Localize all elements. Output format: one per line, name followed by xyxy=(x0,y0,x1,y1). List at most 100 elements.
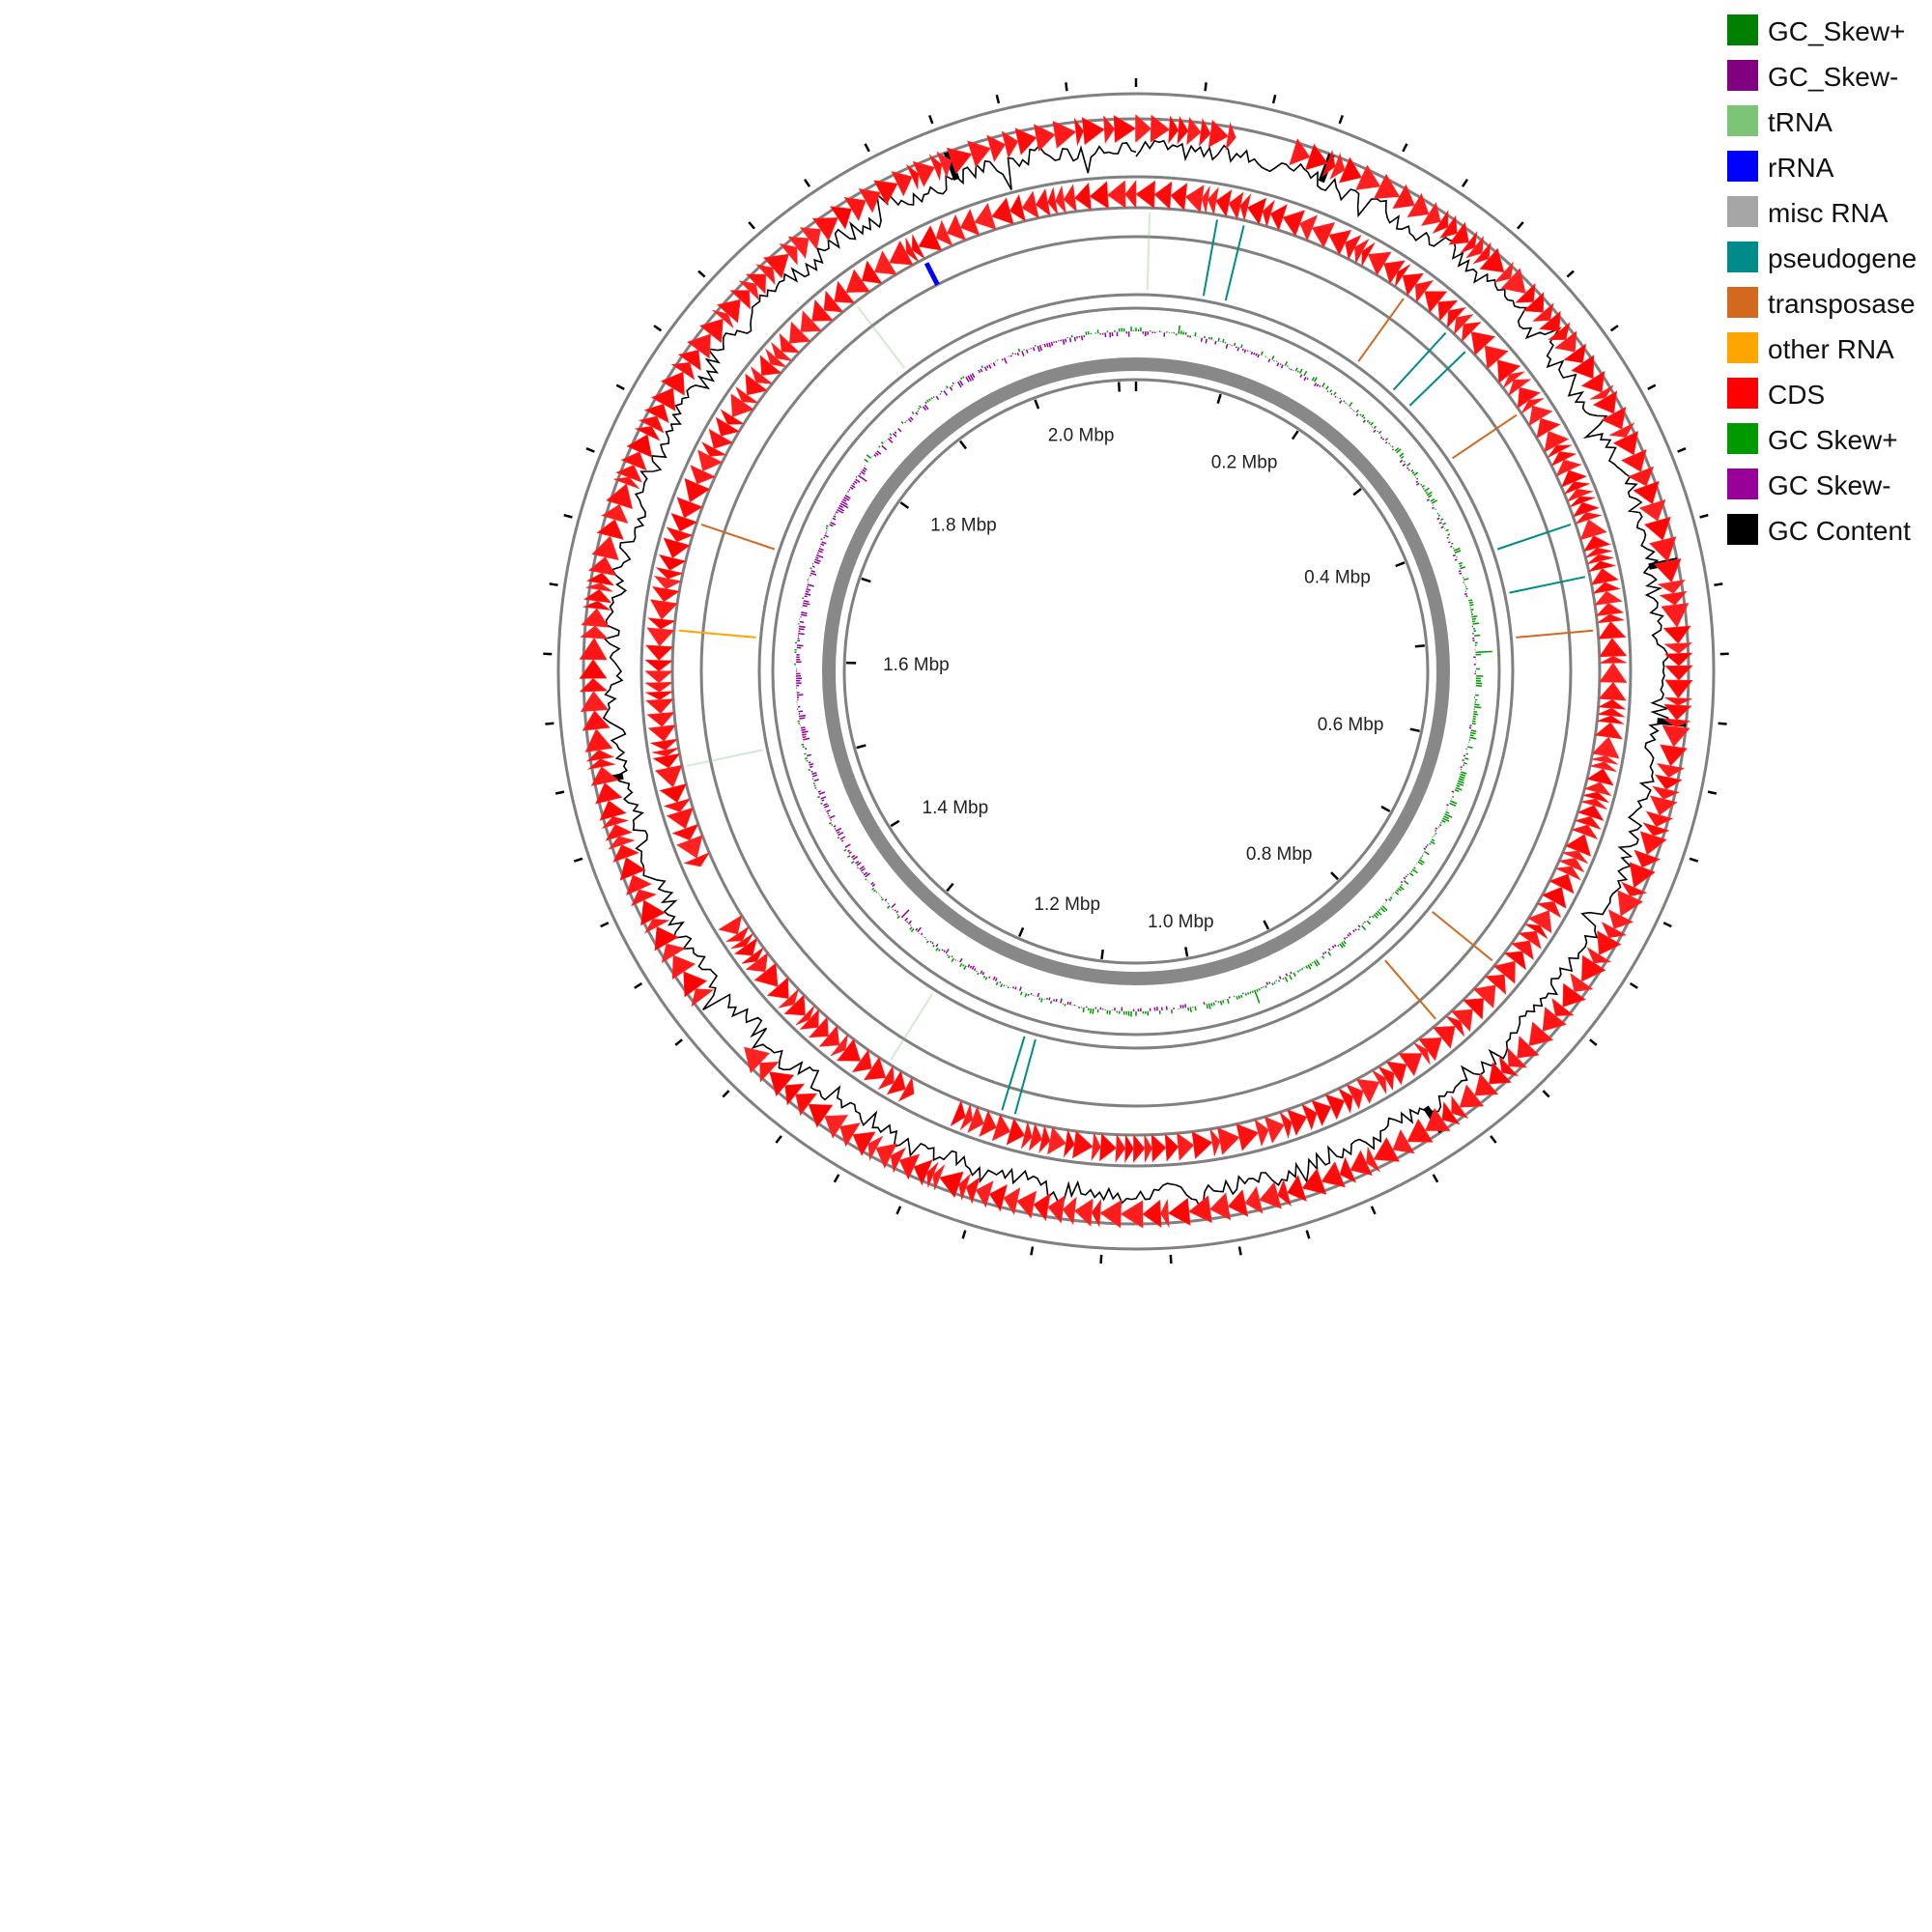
cds-arrow xyxy=(1664,679,1693,699)
cds-arrow xyxy=(1289,138,1311,166)
legend-label: GC_Skew- xyxy=(1768,62,1898,92)
cds-arrow xyxy=(1392,184,1415,210)
cds-arrow xyxy=(608,836,636,850)
cds-arrow xyxy=(839,1122,861,1148)
cds-arrow xyxy=(769,1071,795,1097)
cds-arrow xyxy=(932,1164,946,1191)
cds-arrow xyxy=(1645,810,1674,828)
outer-tick xyxy=(1677,447,1687,453)
legend-swatch xyxy=(1727,423,1758,454)
cds-arrow xyxy=(1589,384,1614,400)
inner-tick xyxy=(959,440,967,450)
feature-trna xyxy=(890,993,933,1061)
feature-pseudogene xyxy=(1202,219,1218,297)
feature-trna xyxy=(857,305,906,369)
cds-arrow xyxy=(1373,1137,1401,1162)
cds-arrow xyxy=(615,465,642,483)
cds-arrow xyxy=(1167,1197,1191,1226)
track-ring-8 xyxy=(842,378,1430,965)
cds-arrow xyxy=(811,217,838,242)
cds-arrow xyxy=(579,677,609,693)
cds-arrow xyxy=(644,691,674,700)
cds-arrow xyxy=(1188,1195,1212,1224)
cds-arrow xyxy=(1664,665,1693,681)
feature-pseudogene xyxy=(1013,1038,1037,1115)
inner-tick xyxy=(1216,393,1222,404)
cds-arrow xyxy=(601,503,629,525)
legend-label: other RNA xyxy=(1768,334,1894,364)
legend-label: GC Content xyxy=(1768,516,1911,546)
cds-arrow xyxy=(1548,322,1571,341)
outer-tick xyxy=(748,221,755,230)
cds-arrow xyxy=(590,766,619,786)
cds-arrow xyxy=(654,764,683,788)
genome-backbone xyxy=(822,357,1450,985)
cds-arrow xyxy=(643,918,670,934)
cds-arrow xyxy=(950,1099,966,1127)
cds-arrow xyxy=(579,659,608,679)
cds-arrow xyxy=(634,426,661,441)
cds-arrow xyxy=(946,147,973,175)
cds-arrow xyxy=(1657,579,1686,594)
cds-arrow xyxy=(596,519,624,540)
cds-arrow xyxy=(1639,831,1667,856)
cds-arrow xyxy=(1539,310,1561,332)
cds-arrow xyxy=(1542,1007,1567,1032)
cds-arrow xyxy=(620,451,647,471)
track-ring-6 xyxy=(757,293,1515,1050)
cds-arrow xyxy=(646,711,675,727)
cds-arrow xyxy=(1321,1161,1346,1188)
legend-swatch xyxy=(1727,151,1758,182)
cds-arrow xyxy=(1047,1195,1065,1224)
outer-tick xyxy=(1204,82,1208,92)
cds-arrow xyxy=(1144,1134,1152,1163)
cds-arrow xyxy=(912,160,935,187)
tick-label-0.2: 0.2 Mbp xyxy=(1211,453,1278,473)
cds-arrow xyxy=(1124,1133,1134,1163)
feature-pseudogene xyxy=(1509,576,1586,594)
cds-arrow xyxy=(986,134,1006,162)
cds-arrow xyxy=(1570,973,1594,992)
cds-arrow xyxy=(660,371,685,396)
feature-trna xyxy=(686,749,763,767)
outer-tick xyxy=(895,1206,902,1215)
outer-tick xyxy=(1461,179,1469,187)
cds-arrow xyxy=(1652,785,1681,800)
cds-arrow xyxy=(1627,466,1655,487)
cds-arrow xyxy=(1551,997,1575,1016)
cds-arrow xyxy=(619,857,646,881)
cds-arrow xyxy=(1016,1190,1037,1219)
cds-arrow xyxy=(1629,862,1656,889)
cds-arrow xyxy=(1594,722,1623,740)
cds-arrow xyxy=(1662,718,1690,727)
cds-arrow xyxy=(808,1103,834,1128)
legend-label: GC Skew- xyxy=(1768,470,1891,500)
cds-arrow xyxy=(1608,422,1635,438)
cds-arrow xyxy=(1649,536,1677,562)
outer-tick xyxy=(1271,94,1277,104)
outer-tick xyxy=(803,179,811,187)
feature-transposase xyxy=(1357,298,1405,362)
cds-arrow xyxy=(639,415,665,434)
track-rings xyxy=(556,92,1716,1251)
backbone-ring xyxy=(822,357,1450,985)
cds-arrow xyxy=(1654,557,1682,583)
outer-tick xyxy=(585,447,595,453)
cds-arrow xyxy=(829,206,852,230)
outer-tick xyxy=(722,1090,730,1098)
outer-tick xyxy=(1030,1246,1035,1256)
cds-arrow xyxy=(587,556,616,577)
cds-arrow xyxy=(755,264,776,286)
feature-transposase xyxy=(1384,959,1436,1020)
cds-arrow xyxy=(1135,180,1156,209)
cds-arrow xyxy=(1355,164,1381,190)
cds-arrow xyxy=(631,889,657,907)
cds-track-reverse xyxy=(644,180,1628,1163)
gc-content-line xyxy=(602,139,1670,1215)
feature-pseudogene xyxy=(1224,225,1245,301)
cds-arrow xyxy=(1120,1200,1144,1229)
cds-arrow xyxy=(1074,1198,1094,1227)
cds-arrow xyxy=(1601,922,1628,939)
cds-arrow xyxy=(1659,590,1688,606)
cds-arrow xyxy=(670,361,696,381)
